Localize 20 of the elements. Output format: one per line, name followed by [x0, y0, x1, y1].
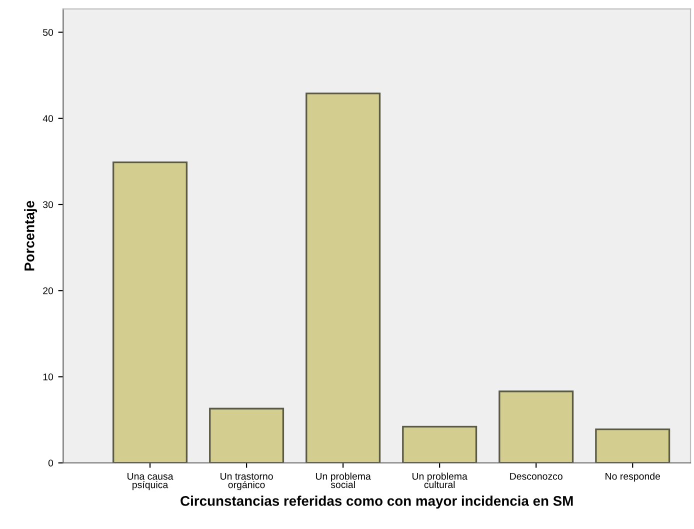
bar — [402, 426, 478, 463]
x-tick-label: Un problema social — [316, 472, 371, 488]
bar — [306, 92, 381, 463]
bar — [112, 161, 188, 463]
y-axis-title: Porcentaje — [24, 200, 38, 271]
bar — [209, 408, 284, 463]
y-tick-label: 0 — [48, 460, 54, 466]
x-tick-label: Un problema cultural — [412, 472, 468, 488]
x-tick-label: Una causa psíquica — [128, 472, 174, 490]
y-tick-label: 50 — [43, 28, 54, 36]
x-axis-title: Circunstancias referidas como con mayor incidencia en SM — [180, 496, 573, 509]
bar — [498, 390, 574, 463]
y-tick-label: 10 — [43, 373, 54, 380]
x-tick-label: Desconozco — [510, 472, 562, 480]
x-tick-label: No responde — [606, 472, 660, 482]
y-tick-label: 30 — [42, 201, 54, 208]
x-tick-label: Un trastorno orgánico — [220, 472, 273, 490]
y-tick-label: 40 — [42, 115, 54, 122]
y-tick-label: 20 — [43, 287, 54, 294]
bar — [595, 428, 670, 463]
